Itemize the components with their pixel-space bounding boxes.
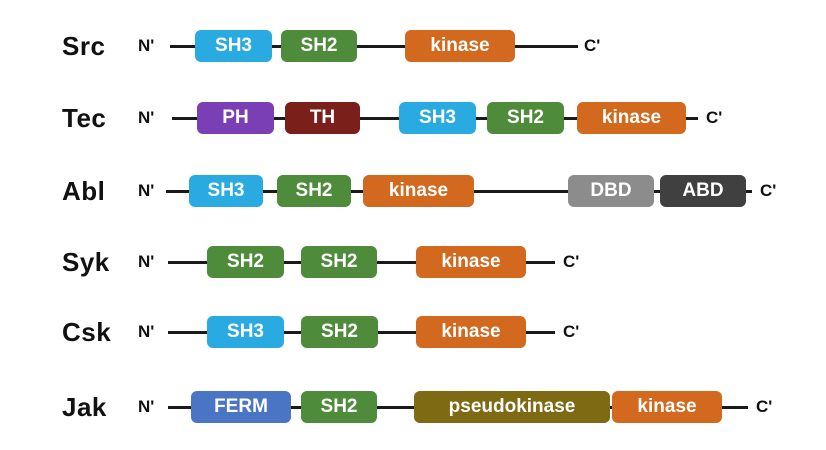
c-terminus-label: C'	[760, 181, 777, 200]
domain-pseudokinase: pseudokinase	[414, 391, 610, 423]
c-terminus-label: C'	[563, 322, 580, 341]
family-label-jak: Jak	[62, 392, 107, 422]
family-label-syk: Syk	[62, 247, 110, 277]
domain-sh3: SH3	[207, 316, 284, 348]
domain-abd: ABD	[660, 175, 746, 207]
domain-dbd: DBD	[568, 175, 654, 207]
domain-sh2: SH2	[301, 246, 377, 278]
c-terminus-label: C'	[756, 397, 773, 416]
family-label-tec: Tec	[62, 103, 107, 133]
n-terminus-label: N'	[138, 36, 155, 55]
domain-kinase: kinase	[416, 316, 526, 348]
family-label-src: Src	[62, 31, 106, 61]
domain-sh3: SH3	[195, 30, 272, 62]
n-terminus-label: N'	[138, 108, 155, 127]
c-terminus-label: C'	[706, 108, 723, 127]
domain-sh2: SH2	[281, 30, 357, 62]
n-terminus-label: N'	[138, 322, 155, 341]
n-terminus-label: N'	[138, 252, 155, 271]
domain-sh3: SH3	[399, 102, 476, 134]
c-terminus-label: C'	[584, 36, 601, 55]
family-label-abl: Abl	[62, 176, 106, 206]
domain-ph: PH	[197, 102, 274, 134]
domain-kinase: kinase	[577, 102, 686, 134]
domain-th: TH	[285, 102, 360, 134]
domain-sh2: SH2	[277, 175, 351, 207]
domain-sh2: SH2	[301, 391, 377, 423]
domain-sh2: SH2	[301, 316, 378, 348]
family-label-csk: Csk	[62, 317, 112, 347]
c-terminus-label: C'	[563, 252, 580, 271]
protein-backbone-line	[170, 45, 578, 48]
domain-kinase: kinase	[363, 175, 474, 207]
n-terminus-label: N'	[138, 181, 155, 200]
domain-ferm: FERM	[191, 391, 291, 423]
n-terminus-label: N'	[138, 397, 155, 416]
domain-kinase: kinase	[612, 391, 722, 423]
domain-sh2: SH2	[487, 102, 564, 134]
domain-kinase: kinase	[405, 30, 515, 62]
domain-sh3: SH3	[189, 175, 263, 207]
domain-sh2: SH2	[207, 246, 284, 278]
domain-kinase: kinase	[416, 246, 526, 278]
